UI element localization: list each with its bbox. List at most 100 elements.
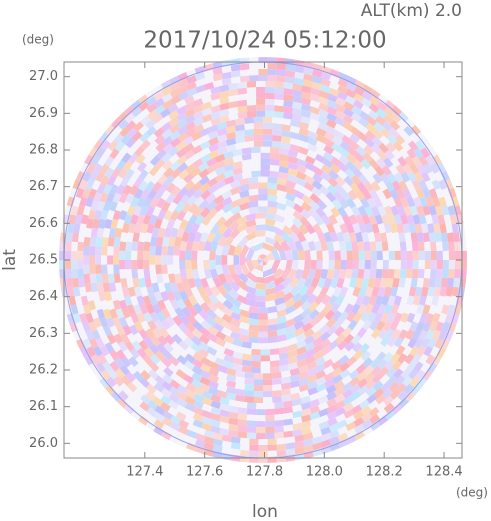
echo-cell	[269, 170, 280, 178]
echo-cell	[258, 451, 268, 457]
echo-cell	[168, 393, 180, 404]
echo-cell	[75, 321, 85, 333]
echo-cell	[258, 75, 268, 81]
echo-cell	[287, 149, 299, 158]
echo-cell	[140, 223, 149, 234]
echo-cell	[119, 382, 130, 394]
echo-cell	[221, 65, 232, 74]
echo-cell	[265, 218, 276, 226]
echo-cell	[337, 206, 348, 218]
echo-cell	[318, 90, 330, 99]
echo-cell	[413, 361, 424, 373]
echo-cell	[427, 146, 438, 158]
echo-cell	[114, 141, 126, 152]
echo-cell	[424, 269, 431, 279]
echo-cell	[351, 404, 363, 415]
echo-cell	[337, 425, 349, 436]
echo-cell	[201, 390, 213, 400]
echo-cell	[271, 247, 281, 260]
echo-cell	[225, 131, 237, 140]
echo-cell	[353, 410, 364, 421]
echo-cell	[127, 223, 136, 234]
echo-cell	[162, 142, 174, 154]
echo-cell	[307, 130, 318, 140]
y-tick-label: 26.5	[29, 253, 58, 268]
echo-cell	[334, 183, 345, 194]
echo-cell	[181, 306, 192, 318]
echo-cell	[280, 130, 292, 138]
echo-cell	[267, 69, 277, 76]
echo-field	[59, 57, 467, 463]
echo-cell	[126, 277, 134, 288]
echo-cell	[427, 223, 435, 234]
echo-cell	[303, 438, 314, 447]
echo-cell	[239, 449, 250, 457]
echo-cell	[169, 82, 181, 92]
echo-cell	[201, 214, 212, 226]
echo-cell	[391, 180, 402, 192]
echo-cell	[112, 383, 123, 395]
echo-cell	[100, 369, 111, 381]
echo-cell	[238, 315, 250, 324]
echo-cell	[102, 200, 112, 212]
echo-cell	[260, 367, 271, 374]
echo-cell	[430, 162, 440, 174]
echo-cell	[256, 92, 266, 99]
echo-cell	[358, 117, 370, 128]
echo-cell	[370, 328, 381, 340]
echo-cell	[406, 250, 413, 260]
x-tick-label: 127.8	[246, 465, 283, 480]
echo-cell	[139, 108, 151, 119]
echo-cell	[228, 82, 239, 91]
echo-cell	[119, 241, 127, 251]
echo-cell	[156, 311, 166, 323]
echo-cell	[314, 153, 326, 164]
echo-cell	[228, 411, 239, 420]
echo-cell	[114, 282, 123, 293]
echo-cell	[285, 318, 297, 328]
echo-cell	[373, 197, 384, 208]
echo-cell	[447, 304, 456, 315]
echo-cell	[201, 416, 212, 425]
echo-cell	[132, 232, 140, 243]
echo-cell	[131, 260, 138, 270]
echo-cell	[199, 206, 211, 218]
echo-cell	[258, 176, 268, 183]
echo-cell	[123, 404, 135, 415]
echo-cell	[311, 81, 323, 91]
echo-cell	[300, 401, 312, 411]
echo-cell	[198, 309, 210, 321]
echo-cell	[214, 350, 226, 360]
echo-cell	[139, 115, 151, 126]
echo-cell	[227, 254, 234, 266]
echo-cell	[274, 413, 284, 421]
echo-cell	[317, 115, 329, 125]
echo-cell	[130, 214, 139, 225]
echo-cell	[131, 250, 138, 260]
echo-cell	[126, 145, 138, 156]
echo-cell	[361, 277, 370, 289]
echo-cell	[415, 321, 425, 333]
echo-cell	[272, 396, 282, 403]
echo-cell	[314, 294, 325, 306]
echo-cell	[376, 157, 387, 169]
echo-cell	[318, 408, 329, 418]
echo-cell	[389, 389, 401, 400]
echo-cell	[326, 286, 336, 298]
echo-cell	[141, 362, 152, 374]
echo-cell	[267, 324, 278, 332]
echo-cell	[126, 176, 137, 188]
echo-cell	[324, 131, 335, 142]
echo-cell	[365, 386, 377, 397]
echo-cell	[376, 101, 388, 112]
echo-cell	[145, 328, 156, 340]
echo-cell	[276, 63, 287, 71]
echo-cell	[131, 106, 143, 118]
echo-cell	[65, 260, 72, 270]
echo-cell	[295, 339, 307, 349]
echo-cell	[341, 128, 353, 138]
echo-cell	[214, 357, 226, 367]
echo-cell	[326, 268, 335, 280]
echo-cell	[304, 155, 316, 165]
echo-cell	[183, 298, 193, 310]
